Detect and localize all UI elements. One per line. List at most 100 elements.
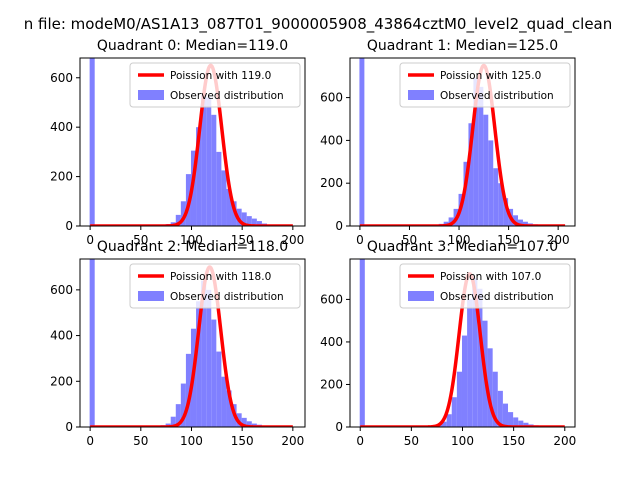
y-tick-label: 400 [50,329,73,343]
x-tick-label: 0 [356,434,364,448]
histogram-bar [359,259,365,427]
y-tick-label: 0 [335,420,343,434]
histogram-bar [478,86,484,226]
histogram-bar [89,58,95,226]
y-tick-label: 600 [320,292,343,306]
legend: Poission with 107.0 Observed distribution [399,263,571,309]
histogram-bar [493,168,499,226]
histogram-bar [497,390,503,427]
x-tick-label: 0 [356,233,364,247]
y-tick-label: 400 [320,335,343,349]
legend-box [399,263,571,309]
histogram-bar [513,215,519,226]
legend-label-poisson: Poission with 119.0 [170,70,271,82]
x-tick-label: 100 [180,434,203,448]
x-tick-label: 150 [231,233,254,247]
legend-label-observed: Observed distribution [440,90,554,102]
histogram-bar [456,371,462,427]
legend: Poission with 118.0 Observed distribution [129,263,301,309]
histogram-bar [185,353,191,427]
legend-label-poisson: Poission with 125.0 [440,70,541,82]
subplot-2: 0 50 100 150 200 0 200 400 600 Poission with 118.… [50,239,306,448]
x-tick-label: 150 [497,233,520,247]
histogram-bar [211,319,217,427]
axes-frame [79,258,306,428]
histogram-bar [483,114,489,226]
x-tick-label: 150 [231,434,254,448]
legend-label-observed: Observed distribution [170,90,284,102]
subplot-title: Quadrant 1: Median=125.0 [367,38,558,54]
x-tick-label: 50 [402,233,417,247]
legend-label-observed: Observed distribution [170,291,284,303]
histogram-bar [508,412,514,427]
y-tick-label: 400 [320,133,343,147]
y-tick-label: 600 [320,91,343,105]
legend-patch-swatch [408,291,434,301]
histogram-bar [89,259,95,427]
histogram-bar [468,123,474,226]
x-tick-label: 50 [133,434,148,448]
histogram-bar [441,421,447,427]
x-tick-label: 200 [281,434,304,448]
y-tick-label: 400 [50,120,73,134]
histogram-bar [180,201,186,226]
y-tick-label: 200 [320,176,343,190]
y-tick-label: 200 [50,170,73,184]
x-tick-label: 50 [133,233,148,247]
x-tick-label: 150 [502,434,525,448]
x-tick-label: 0 [86,233,94,247]
subplot-title: Quadrant 0: Median=119.0 [97,38,288,54]
legend-box [129,263,301,309]
histogram-bar [196,301,202,427]
histogram-bar [503,198,509,226]
legend: Poission with 125.0 Observed distribution [399,62,571,108]
histogram-bar [518,420,524,427]
histogram-bar [518,219,523,226]
histogram-bar [221,170,227,226]
histogram-bar [523,422,529,427]
x-tick-label: 100 [451,434,474,448]
histogram-bar [472,278,478,427]
legend-label-observed: Observed distribution [440,291,554,303]
x-tick-label: 0 [86,434,94,448]
histogram-bar [251,218,257,226]
histogram-bar [502,403,509,427]
histogram-bar [488,140,494,226]
subplot-3: 0 50 100 150 200 0 200 400 600 Poission with 107.… [320,239,576,448]
axes-frame [79,57,306,227]
legend-label-poisson: Poission with 107.0 [440,271,541,283]
y-tick-label: 600 [50,283,73,297]
legend: Poission with 119.0 Observed distribution [129,62,301,108]
legend-patch-swatch [408,90,434,100]
histogram-bar [175,404,181,427]
histogram-bar [206,97,212,226]
histogram-bar [246,216,252,226]
y-tick-label: 600 [50,71,73,85]
histogram-bar [211,114,217,226]
histogram-bar [241,212,247,226]
histogram-bar [221,376,227,427]
subplot-0: 0 50 100 150 200 0 200 400 600 Poission with 119.… [50,38,306,247]
subplot-1: 0 50 100 150 200 0 200 400 600 Poission with 125.… [320,38,576,247]
histogram-bar [461,335,468,427]
histogram-bar [492,371,498,427]
histogram-bar [256,221,262,226]
histogram-bar [180,383,186,427]
y-tick-label: 200 [50,374,73,388]
histogram-bar [522,221,528,226]
histogram-bar [175,214,181,226]
histogram-bar [451,397,457,427]
histogram-bar [216,151,222,226]
legend-patch-swatch [138,291,164,301]
histogram-bar [170,416,176,427]
histogram-bar [473,78,479,226]
histogram-bar [246,421,252,427]
histogram-bar [226,390,232,427]
x-tick-label: 100 [448,233,471,247]
x-tick-label: 200 [547,233,570,247]
subplot-grid: 0 50 100 150 200 0 200 400 600 Poission with 119.… [50,38,576,448]
histogram-bar [206,289,212,427]
figure-suptitle: n file: modeM0/AS1A13_087T01_9000005908_… [24,15,613,34]
histogram-bar [446,414,452,427]
